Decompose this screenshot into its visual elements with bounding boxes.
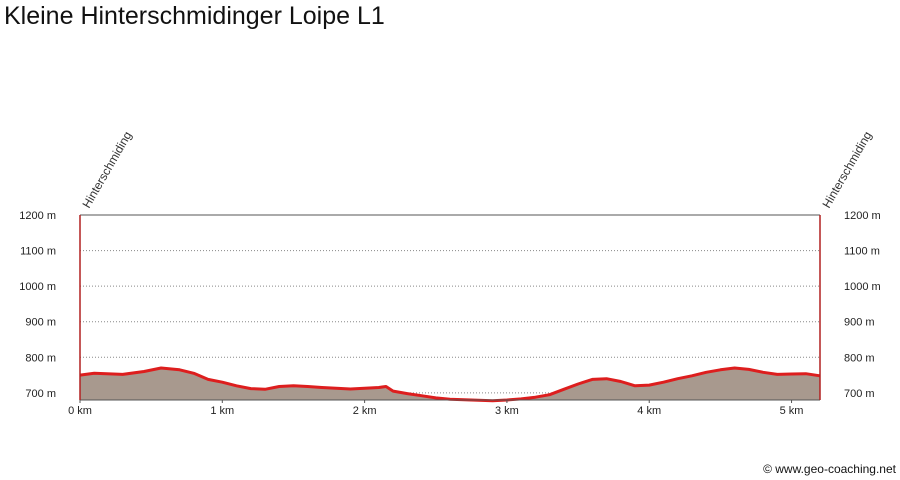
waypoint-label: Hinterschmiding xyxy=(819,129,874,211)
y-tick-label: 1200 m xyxy=(19,210,56,222)
y-axis-left: 700 m 800 m 900 m 1000 m 1100 m 1200 m xyxy=(19,210,56,400)
y-axis-right: 700 m 800 m 900 m 1000 m 1100 m 1200 m xyxy=(844,210,881,400)
x-tick-label: 2 km xyxy=(353,405,377,417)
y-tick-label: 1100 m xyxy=(20,246,56,258)
x-axis: 0 km 1 km 2 km 3 km 4 km 5 km xyxy=(68,400,803,417)
y-tick-label: 800 m xyxy=(25,352,56,364)
elevation-fill xyxy=(80,368,820,401)
grid xyxy=(80,214,820,394)
y-tick-label: 800 m xyxy=(844,352,875,364)
y-tick-label: 1100 m xyxy=(844,246,880,258)
x-tick-label: 0 km xyxy=(68,405,92,417)
copyright-credit: © www.geo-coaching.net xyxy=(763,462,896,476)
y-tick-label: 900 m xyxy=(25,317,56,329)
y-tick-label: 900 m xyxy=(844,317,875,329)
x-tick-label: 3 km xyxy=(495,405,519,417)
elevation-area xyxy=(79,366,821,403)
elevation-line xyxy=(79,366,821,403)
waypoint-label: Hinterschmiding xyxy=(79,129,134,211)
y-tick-label: 1200 m xyxy=(844,210,881,222)
x-tick-label: 1 km xyxy=(210,405,234,417)
waypoints: Hinterschmiding Hinterschmiding xyxy=(79,129,875,400)
y-tick-label: 700 m xyxy=(844,388,875,400)
page-title: Kleine Hinterschmidinger Loipe L1 xyxy=(4,2,385,30)
y-tick-label: 700 m xyxy=(25,388,56,400)
y-tick-label: 1000 m xyxy=(19,281,56,293)
y-tick-label: 1000 m xyxy=(844,281,881,293)
x-tick-label: 4 km xyxy=(637,405,661,417)
x-tick-label: 5 km xyxy=(780,405,804,417)
